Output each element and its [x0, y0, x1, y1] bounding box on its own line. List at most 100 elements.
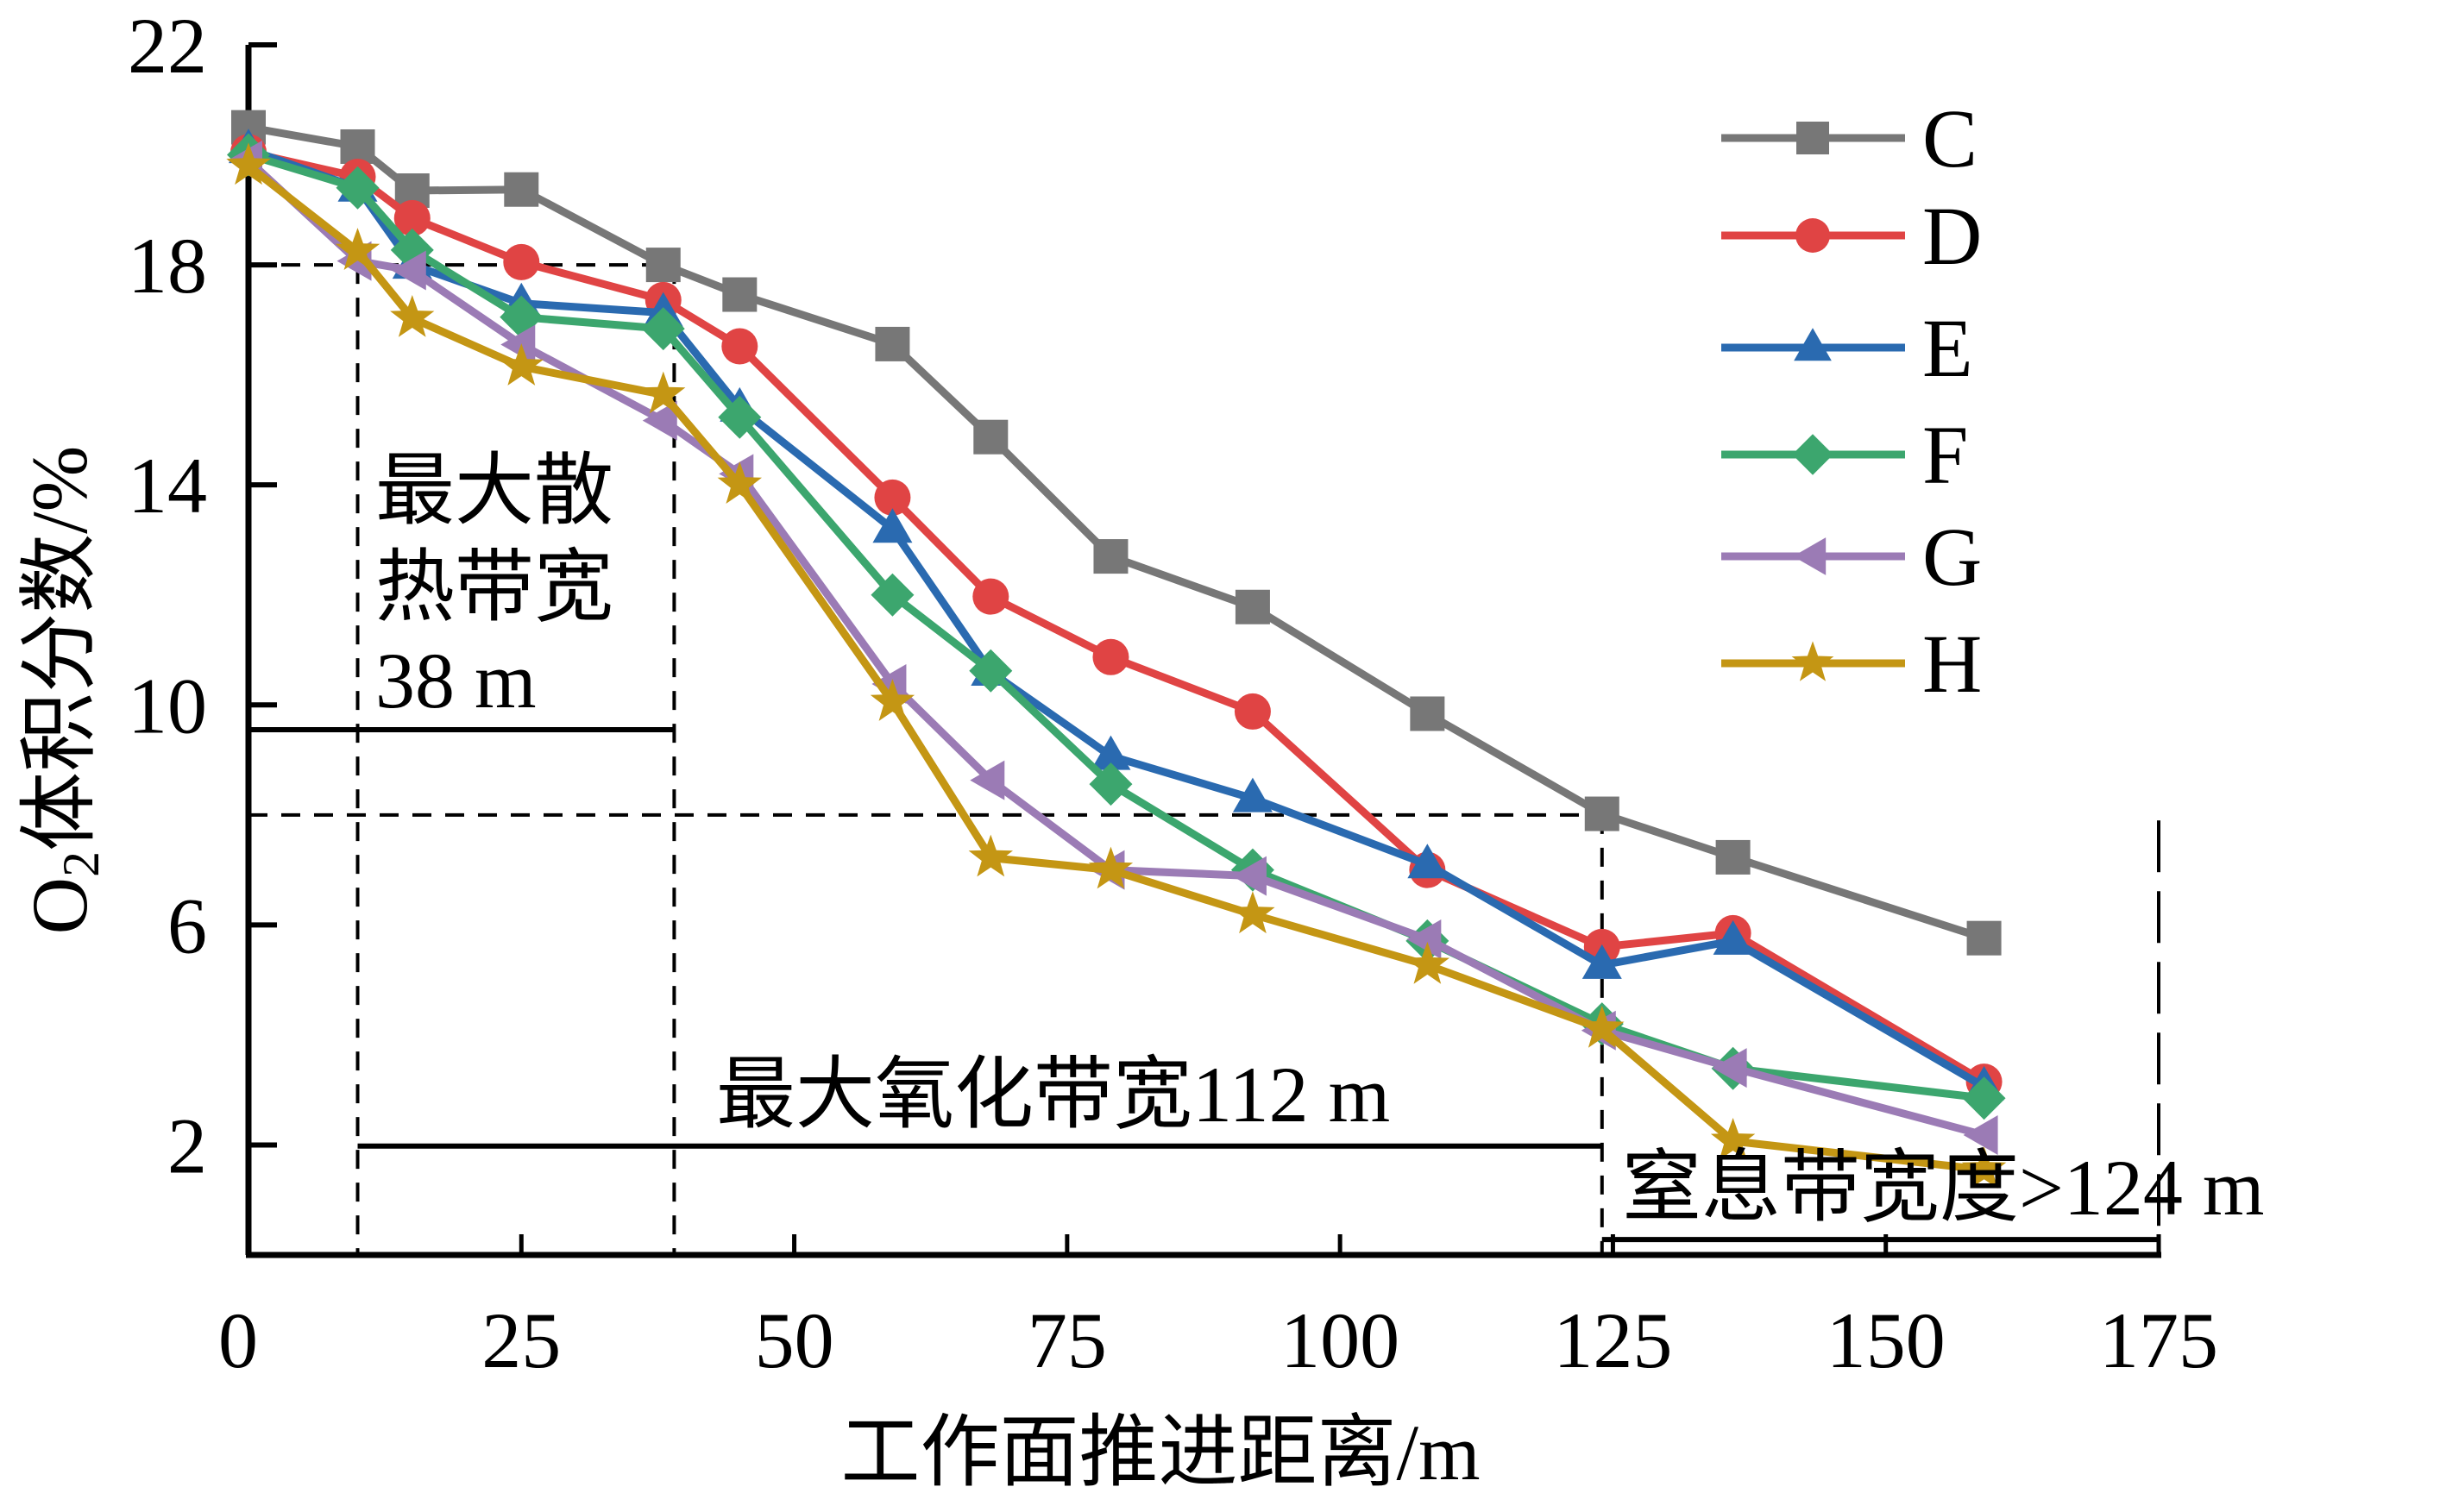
data-point-H — [641, 371, 686, 414]
data-point-F — [1962, 1076, 2006, 1120]
y-ticks: 2 6 10 14 18 22 — [128, 2, 277, 1189]
legend-item-H: H — [1721, 618, 1982, 710]
y-axis-title: O2体积分数/% — [16, 446, 110, 935]
legend-marker-circle-icon — [1795, 218, 1830, 253]
y-axis-title-o: O — [16, 877, 104, 934]
data-point-E — [1091, 735, 1131, 770]
data-point-F — [718, 395, 762, 439]
axes: 2 6 10 14 18 22 0 25 50 75 100 125 150 175 — [128, 2, 2218, 1384]
legend-item-G: G — [1721, 511, 1982, 603]
data-point-D — [1234, 693, 1271, 730]
annotation-suffocation-zone: 窒息带宽度>124 m — [1622, 1144, 2264, 1232]
series-H — [226, 142, 2007, 1189]
data-point-D — [874, 479, 911, 516]
data-point-C — [504, 172, 539, 207]
data-point-C — [1966, 920, 2002, 956]
data-point-H — [1088, 846, 1134, 889]
series-line-D — [248, 148, 1986, 1085]
data-point-F — [641, 307, 685, 351]
data-point-E — [1232, 777, 1273, 812]
data-point-D — [503, 243, 540, 280]
legend-item-C: C — [1721, 92, 1978, 185]
data-point-F — [871, 573, 915, 617]
data-point-C — [645, 248, 681, 283]
data-point-H — [870, 679, 915, 721]
data-point-H — [1580, 1005, 1625, 1048]
legend-label: C — [1922, 92, 1978, 185]
data-point-E — [1407, 844, 1448, 879]
legend-label: D — [1922, 190, 1982, 282]
annotation-oxidation-zone: 最大氧化带宽112 m — [716, 1051, 1390, 1139]
data-point-H — [1405, 941, 1449, 984]
y-tick-label: 22 — [128, 2, 207, 90]
data-point-C — [1410, 696, 1445, 731]
x-tick-label: 100 — [1280, 1296, 1399, 1384]
y-tick-label: 6 — [167, 881, 207, 969]
data-point-H — [717, 461, 762, 504]
legend-label: H — [1922, 618, 1982, 710]
x-tick-label: 25 — [481, 1296, 561, 1384]
legend-label: E — [1922, 302, 1973, 394]
series-line-H — [246, 162, 1985, 1174]
data-point-G — [391, 250, 426, 291]
y-axis-title-rest: 体积分数/% — [16, 446, 104, 851]
data-point-F — [336, 166, 380, 210]
legend-label: G — [1922, 511, 1982, 603]
annotation-cooling-zone-line-3: 38 m — [375, 637, 537, 725]
data-point-F — [1089, 762, 1133, 806]
data-point-G — [1231, 856, 1267, 896]
x-ticks: 0 25 50 75 100 125 150 175 — [218, 1234, 2218, 1384]
data-point-C — [1235, 589, 1270, 624]
annotation-arrows — [248, 726, 2159, 1243]
y-tick-label: 18 — [128, 222, 207, 310]
legend-label: F — [1922, 409, 1968, 501]
data-point-H — [1710, 1118, 1756, 1160]
data-point-G — [1963, 1114, 1998, 1155]
data-point-C — [722, 277, 758, 312]
series-C — [231, 110, 2002, 956]
legend-marker-star-icon — [1791, 641, 1834, 681]
data-point-H — [1230, 891, 1275, 934]
legend-marker-square-icon — [1796, 122, 1829, 154]
data-point-C — [875, 326, 910, 361]
series-line-C — [248, 123, 1985, 942]
data-point-H — [390, 295, 435, 337]
data-point-G — [970, 760, 1005, 800]
annotation-cooling-zone-line-1: 最大散 — [375, 447, 613, 535]
x-tick-label: 50 — [755, 1296, 834, 1384]
legend-item-F: F — [1721, 409, 1968, 501]
data-point-H — [499, 343, 544, 386]
data-point-D — [1092, 638, 1129, 675]
series-line-F — [247, 151, 1985, 1102]
data-point-C — [340, 129, 375, 164]
x-axis-title: 工作面推进距离/m — [840, 1408, 1480, 1496]
data-point-G — [1712, 1048, 1747, 1089]
data-point-E — [872, 508, 913, 543]
x-tick-label: 150 — [1827, 1296, 1946, 1384]
data-point-E — [1713, 919, 1753, 955]
y-axis-title-subscript: 2 — [53, 851, 110, 877]
legend-marker-diamond-icon — [1792, 434, 1833, 475]
legend-marker-triangle-left-icon — [1793, 537, 1827, 575]
legend-marker-triangle-up-icon — [1794, 328, 1832, 361]
y-tick-label: 2 — [167, 1101, 207, 1189]
y-tick-label: 14 — [128, 442, 207, 530]
data-point-H — [968, 834, 1013, 877]
legend-item-D: D — [1721, 190, 1982, 282]
data-point-D — [721, 328, 758, 365]
data-point-C — [1093, 539, 1129, 574]
x-tick-label: 75 — [1028, 1296, 1107, 1384]
data-point-F — [969, 649, 1013, 693]
data-point-G — [500, 324, 536, 365]
annotation-cooling-zone-line-2: 热带宽 — [375, 543, 613, 631]
x-tick-label: 125 — [1553, 1296, 1672, 1384]
data-point-C — [973, 419, 1009, 455]
data-point-H — [335, 228, 380, 270]
x-tick-label: 175 — [2099, 1296, 2218, 1384]
series-line-E — [247, 145, 1986, 1090]
data-point-D — [972, 578, 1009, 615]
legend-item-E: E — [1721, 302, 1973, 394]
data-point-C — [1715, 839, 1751, 875]
data-point-C — [1584, 796, 1619, 831]
